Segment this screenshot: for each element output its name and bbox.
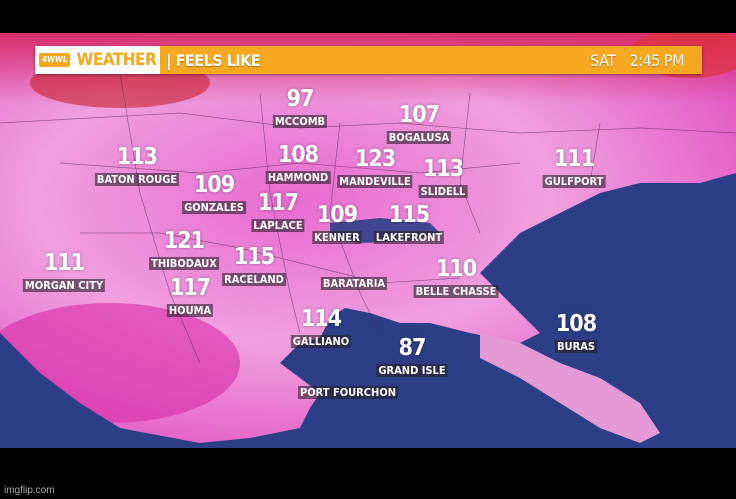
city-marker: 87 GRAND ISLE [376, 335, 448, 378]
city-name: PORT FOURCHON [297, 386, 399, 399]
city-marker: 111 MORGAN CITY [22, 250, 106, 293]
watermark: imgflip.com [4, 485, 55, 496]
feels-like-value: 113 [116, 144, 158, 170]
city-name: SLIDELL [418, 185, 468, 198]
feels-like-value: 123 [354, 146, 396, 172]
parish-borders [0, 72, 736, 364]
city-marker: 111 GULFPORT [542, 146, 606, 189]
feels-like-value: 114 [300, 306, 342, 332]
city-marker: BARATARIA [320, 272, 388, 291]
feels-like-value: 111 [43, 250, 85, 276]
city-marker: 114 GALLIANO [290, 306, 352, 349]
feels-like-value: 109 [193, 172, 235, 198]
city-name: BELLE CHASSE [413, 285, 499, 298]
header-banner: 4WWL WEATHER | FEELS LIKE SAT 2:45 PM [35, 46, 702, 74]
feels-like-value: 110 [435, 256, 477, 282]
banner-title: | FEELS LIKE [166, 50, 261, 70]
feels-like-value: 108 [277, 142, 319, 168]
time: 2:45 PM [629, 50, 685, 70]
city-marker: 107 BOGALUSA [386, 102, 452, 145]
brand-box: 4WWL WEATHER [35, 46, 161, 74]
feels-like-value: 108 [555, 311, 597, 337]
city-name: BURAS [555, 340, 597, 353]
city-name: GRAND ISLE [376, 364, 448, 377]
city-name: MANDEVILLE [337, 175, 413, 188]
city-marker: 97 MCCOMB [272, 86, 328, 129]
city-marker: 113 SLIDELL [418, 156, 468, 199]
feels-like-value: 115 [233, 244, 275, 270]
brand-label: WEATHER [76, 50, 157, 70]
city-marker: 108 HAMMOND [265, 142, 331, 185]
feels-like-value: 109 [316, 202, 358, 228]
feels-like-value: 117 [169, 275, 211, 301]
city-name: RACELAND [222, 273, 286, 286]
feels-like-value: 113 [422, 156, 464, 182]
city-marker: 115 RACELAND [222, 246, 286, 287]
feels-like-value: 97 [286, 86, 315, 112]
timestamp: SAT 2:45 PM [576, 51, 684, 70]
city-name: GONZALES [182, 201, 246, 214]
city-name: LAKEFRONT [373, 231, 445, 244]
feels-like-value: 111 [553, 146, 595, 172]
city-name: MCCOMB [272, 115, 328, 128]
city-name: MORGAN CITY [22, 279, 106, 292]
city-marker: 117 LAPLACE [251, 190, 305, 233]
city-marker: 110 BELLE CHASSE [413, 256, 499, 299]
city-marker: 117 HOUMA [166, 275, 214, 318]
city-marker: 109 GONZALES [182, 174, 246, 215]
feels-like-value: 107 [398, 102, 440, 128]
city-marker: 113 BATON ROUGE [94, 144, 180, 187]
feels-like-value: 87 [398, 335, 427, 361]
station-logo: 4WWL [39, 53, 71, 67]
city-name: BATON ROUGE [94, 173, 180, 186]
feels-like-map [0, 33, 736, 448]
city-marker: 123 MANDEVILLE [337, 146, 413, 189]
feels-like-value: 115 [388, 202, 430, 228]
city-marker: 115 LAKEFRONT [373, 202, 445, 245]
city-marker: 121 THIBODAUX [149, 230, 219, 271]
city-marker: PORT FOURCHON [297, 381, 399, 400]
city-name: BARATARIA [320, 277, 388, 290]
city-marker: 108 BURAS [555, 313, 597, 354]
delta-land [480, 333, 660, 443]
city-name: KENNER [312, 231, 362, 244]
city-marker: 109 KENNER [312, 202, 362, 245]
city-name: BOGALUSA [386, 131, 452, 144]
feels-like-value: 117 [257, 190, 299, 216]
city-name: THIBODAUX [149, 257, 219, 270]
city-name: GALLIANO [290, 335, 352, 348]
city-name: GULFPORT [542, 175, 606, 188]
city-name: HOUMA [166, 304, 214, 317]
city-name: LAPLACE [251, 219, 305, 232]
day: SAT [590, 50, 616, 70]
feels-like-value: 121 [163, 228, 205, 254]
city-name: HAMMOND [265, 171, 331, 184]
